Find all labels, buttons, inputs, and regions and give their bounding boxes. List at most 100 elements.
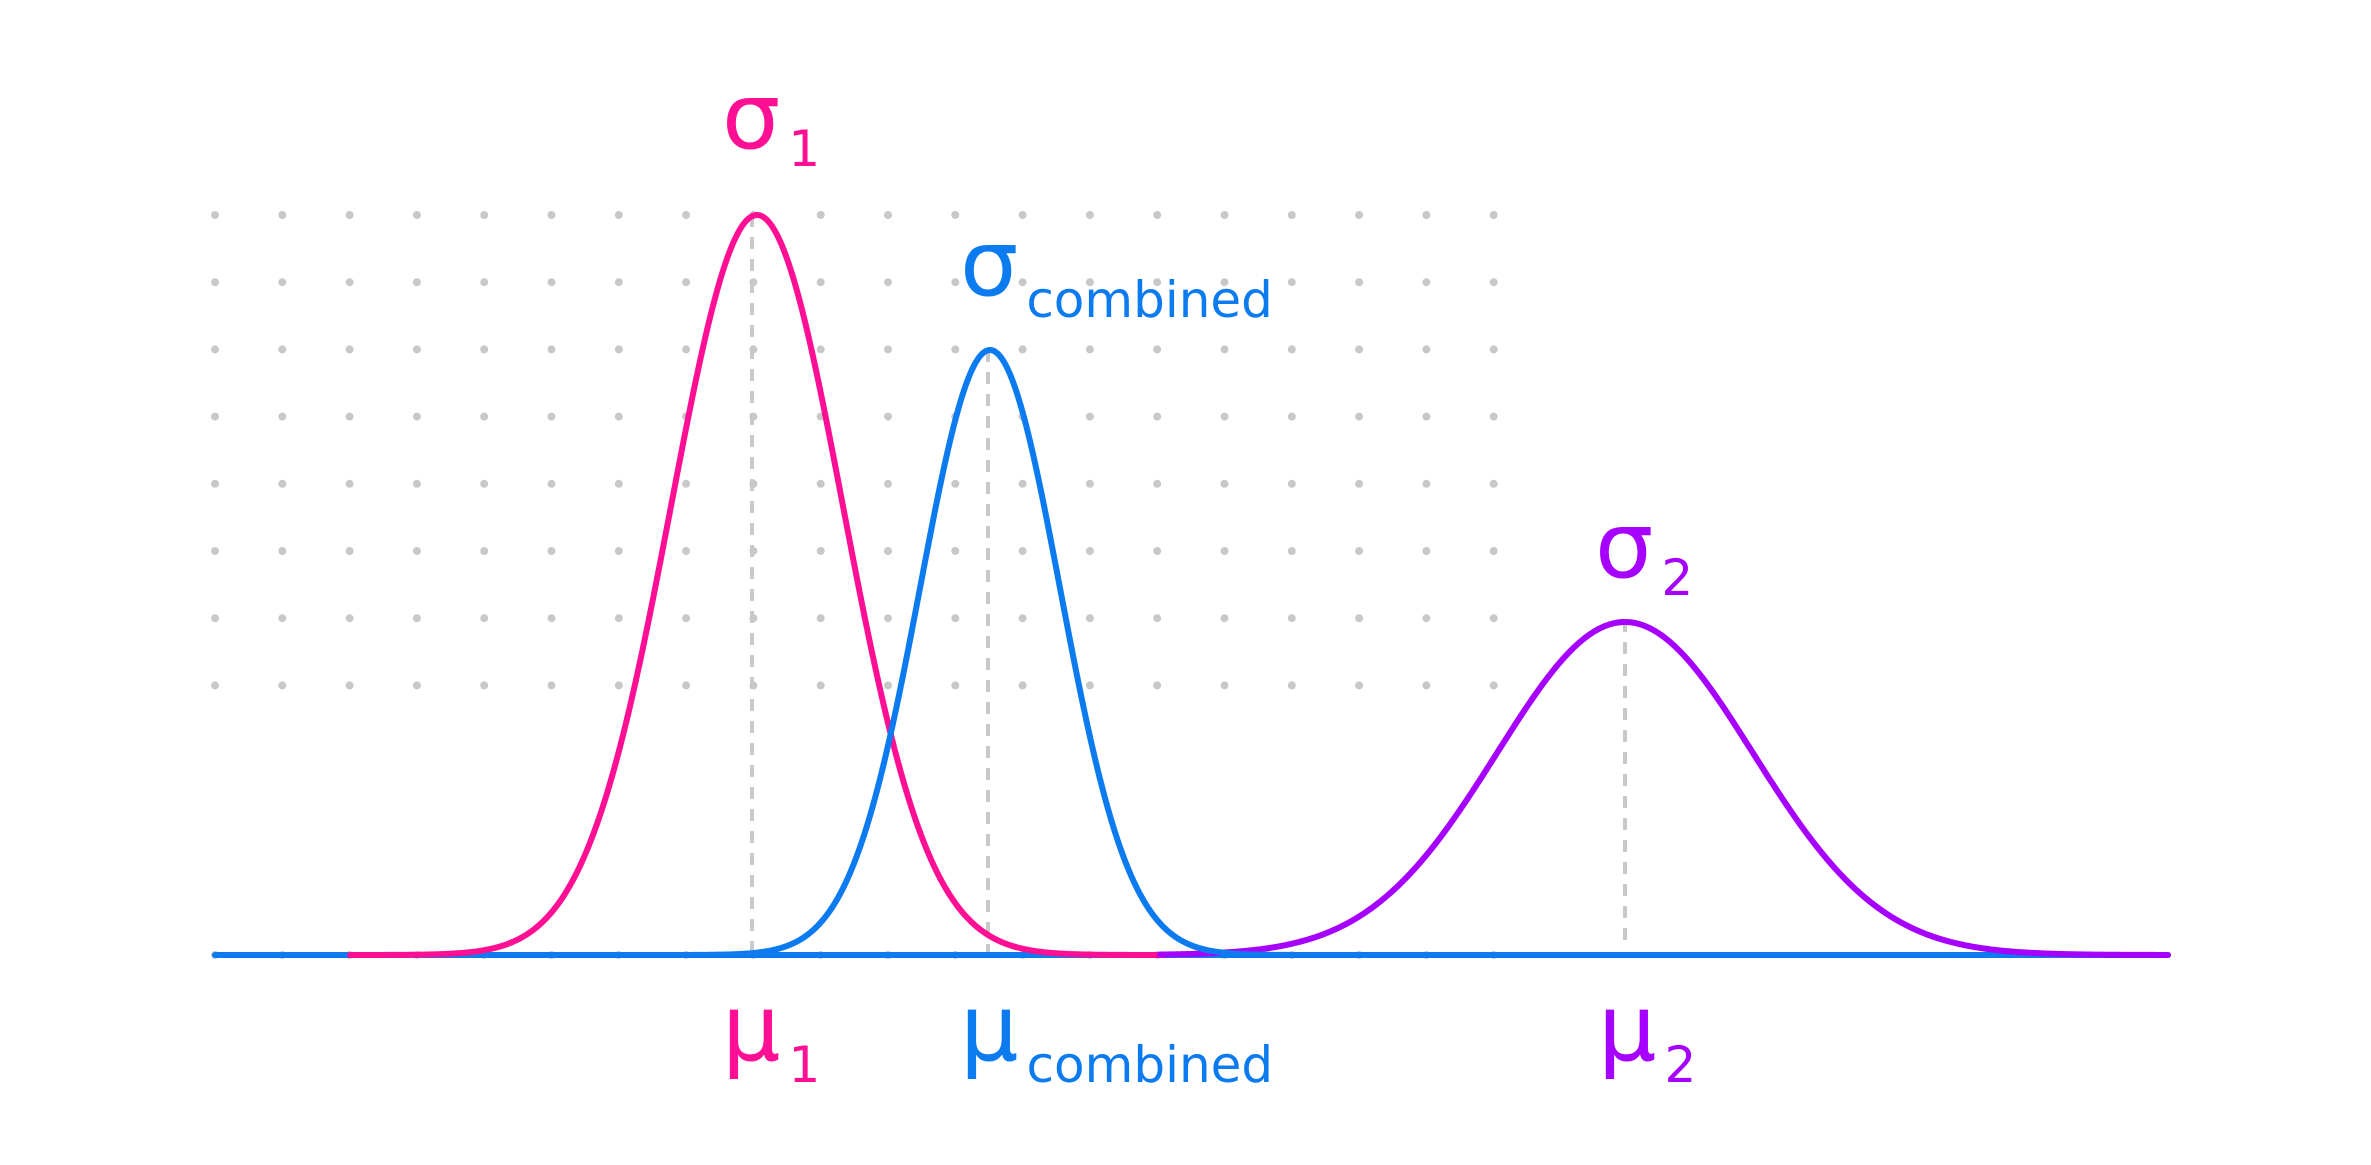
grid-dot: [1153, 547, 1162, 555]
grid-dot: [412, 547, 421, 555]
grid-dot: [1422, 614, 1431, 623]
grid-dot: [1153, 614, 1162, 623]
grid-dot: [1422, 211, 1431, 219]
label-mu-combined-sub: combined: [1027, 1036, 1274, 1094]
grid-dot: [614, 681, 623, 690]
dot-grid: [211, 211, 1498, 959]
grid-dot: [884, 547, 892, 555]
grid-dot: [816, 345, 825, 354]
grid-dot: [1085, 479, 1094, 488]
grid-dot: [816, 211, 825, 219]
grid-dot: [614, 479, 623, 488]
grid-dot: [614, 412, 623, 421]
grid-dot: [614, 614, 623, 623]
grid-dot: [1018, 681, 1027, 690]
grid-dot: [884, 211, 892, 219]
grid-dot: [345, 412, 354, 421]
grid-dot: [884, 412, 892, 421]
grid-dot: [1220, 547, 1229, 555]
label-mu-combined-main: μ: [960, 975, 1019, 1082]
grid-dot: [1489, 211, 1498, 219]
grid-dot: [211, 547, 219, 555]
grid-dot: [1220, 345, 1229, 354]
grid-dot: [951, 614, 960, 623]
grid-dot: [547, 547, 556, 555]
grid-dot: [1085, 211, 1094, 219]
grid-dot: [1355, 412, 1364, 421]
label-sigma1-main: σ: [722, 63, 780, 170]
grid-dot: [1220, 614, 1229, 623]
grid-dot: [1287, 412, 1296, 421]
grid-dot: [278, 211, 287, 219]
grid-dot: [951, 345, 960, 354]
grid-dot: [1085, 412, 1094, 421]
grid-dot: [1153, 412, 1162, 421]
grid-dot: [1489, 614, 1498, 623]
label-mu2-sub: 2: [1665, 1036, 1697, 1094]
grid-dot: [345, 211, 354, 219]
grid-dot: [278, 412, 287, 421]
grid-dot: [480, 412, 489, 421]
grid-dot: [1018, 614, 1027, 623]
grid-dot: [816, 479, 825, 488]
curve-distribution-2: [1157, 619, 2171, 958]
grid-dot: [345, 278, 354, 287]
label-sigma-combined-sub: combined: [1026, 271, 1273, 329]
grid-dot: [884, 479, 892, 488]
grid-dot: [345, 479, 354, 488]
grid-dot: [345, 547, 354, 555]
grid-dot: [682, 345, 691, 354]
grid-dot: [211, 278, 219, 287]
grid-dot: [547, 211, 556, 219]
grid-dot: [278, 479, 287, 488]
grid-dot: [1355, 479, 1364, 488]
grid-dot: [816, 681, 825, 690]
grid-dot: [1422, 278, 1431, 287]
grid-dot: [1287, 614, 1296, 623]
grid-dot: [480, 345, 489, 354]
label-mu2-main: μ: [1598, 975, 1657, 1082]
grid-dot: [345, 614, 354, 623]
curve-distribution-1: [347, 212, 1167, 958]
grid-dot: [1287, 211, 1296, 219]
grid-dot: [1287, 479, 1296, 488]
grid-dot: [1489, 681, 1498, 690]
label-sigma1-sub: 1: [788, 120, 820, 178]
grid-dot: [1018, 211, 1027, 219]
grid-dot: [1489, 479, 1498, 488]
grid-dot: [1287, 681, 1296, 690]
grid-dot: [345, 681, 354, 690]
grid-dot: [1422, 547, 1431, 555]
grid-dot: [682, 681, 691, 690]
grid-dot: [951, 681, 960, 690]
grid-dot: [951, 211, 960, 219]
grid-dot: [614, 345, 623, 354]
grid-dot: [1018, 479, 1027, 488]
grid-dot: [1018, 278, 1027, 287]
grid-dot: [345, 345, 354, 354]
grid-dot: [884, 345, 892, 354]
grid-dot: [1220, 412, 1229, 421]
grid-dot: [816, 547, 825, 555]
grid-dot: [1153, 681, 1162, 690]
grid-dot: [547, 479, 556, 488]
grid-dot: [278, 547, 287, 555]
grid-dot: [278, 345, 287, 354]
grid-dot: [412, 681, 421, 690]
grid-dot: [1489, 345, 1498, 354]
grid-dot: [1489, 412, 1498, 421]
grid-dot: [211, 211, 219, 219]
grid-dot: [1220, 278, 1229, 287]
label-sigma2-sub: 2: [1661, 549, 1693, 607]
grid-dot: [682, 547, 691, 555]
grid-dot: [884, 614, 892, 623]
grid-dot: [1018, 547, 1027, 555]
grid-dot: [547, 278, 556, 287]
grid-dot: [1422, 681, 1431, 690]
grid-dot: [1085, 681, 1094, 690]
grid-dot: [1355, 681, 1364, 690]
grid-dot: [682, 614, 691, 623]
